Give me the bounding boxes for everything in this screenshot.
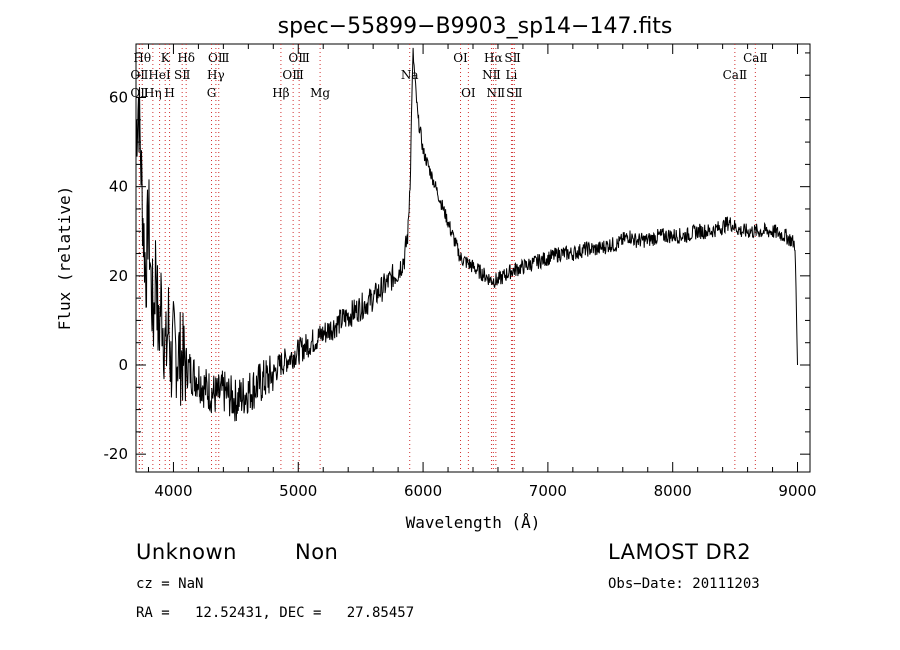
subclass-label: Non [295,540,339,564]
y-tick-label: 40 [109,178,128,196]
marker-label: OI [461,86,476,100]
marker-label: H [164,86,174,100]
chart-title: spec−55899−B9903_sp14−147.fits [278,14,673,39]
y-tick-label: 60 [109,89,128,107]
marker-label: Hβ [272,86,289,100]
marker-label: CaⅡ [723,68,748,82]
marker-label: CaⅡ [743,51,768,65]
y-tick-label: 0 [118,356,128,374]
marker-label: Mg [310,86,330,100]
y-tick-label: -20 [104,445,129,463]
marker-label: NⅡ [482,68,501,82]
line-markers: OⅡHθOⅡHηKHHeISⅡHδOⅢHγGHβOⅢOⅢMgNaOIOINⅡHα… [130,44,768,472]
marker-label: Li [506,68,518,82]
marker-label: SⅡ [504,51,520,65]
x-tick-label: 5000 [279,482,317,500]
marker-label: OI [453,51,468,65]
marker-label: HeI [148,68,171,82]
marker-label: Hα [484,51,503,65]
marker-label: Hθ [133,51,151,65]
y-axis-label: Flux (relative) [55,186,74,331]
class-label: Unknown [136,540,237,564]
marker-label: SⅡ [506,86,522,100]
marker-label: G [207,86,217,100]
obs-date: Obs−Date: 20111203 [608,576,760,592]
cz-value: cz = NaN [136,576,204,592]
x-axis-label: Wavelength (Å) [406,513,541,532]
x-tick-label: 4000 [154,482,192,500]
marker-label: NⅡ [487,86,506,100]
survey-label: LAMOST DR2 [608,540,752,564]
x-tick-label: 9000 [778,482,816,500]
marker-label: OⅢ [282,68,303,82]
marker-label: K [161,51,171,65]
x-tick-label: 6000 [404,482,442,500]
series-layer [135,47,798,422]
y-tick-label: 20 [109,267,128,285]
spectrum-line [135,47,798,422]
marker-label: SⅡ [174,68,190,82]
x-tick-label: 8000 [654,482,692,500]
x-tick-label: 7000 [529,482,567,500]
marker-label: Hγ [207,68,225,82]
marker-label: OⅢ [288,51,309,65]
coordinates: RA = 12.52431, DEC = 27.85457 [136,605,415,621]
marker-label: Hδ [177,51,195,65]
marker-label: Hη [144,86,162,100]
marker-label: Na [401,68,419,82]
marker-label: OⅢ [208,51,229,65]
axis-ticks: 4000 5000 6000 7000 8000 9000 -20 0 20 40 60 [104,44,817,500]
